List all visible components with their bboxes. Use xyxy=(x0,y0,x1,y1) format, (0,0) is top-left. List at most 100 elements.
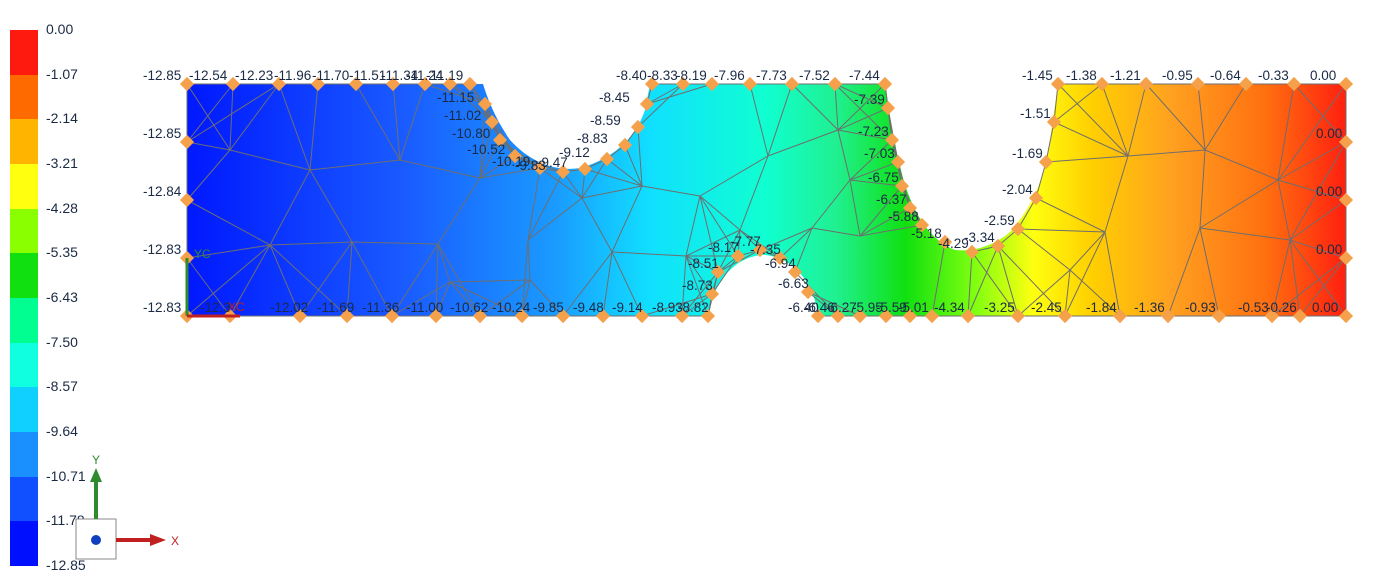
mesh-body[interactable] xyxy=(187,84,1346,316)
boundary-node[interactable] xyxy=(1338,134,1354,150)
boundary-node[interactable] xyxy=(1046,114,1062,130)
boundary-node[interactable] xyxy=(630,119,646,135)
boundary-node[interactable] xyxy=(700,308,716,324)
mesh-edge xyxy=(1017,269,1071,317)
boundary-node[interactable] xyxy=(1338,250,1354,266)
boundary-node[interactable] xyxy=(442,76,458,92)
boundary-node[interactable] xyxy=(179,192,195,208)
boundary-node[interactable] xyxy=(894,178,910,194)
boundary-node[interactable] xyxy=(742,76,758,92)
mesh-edge xyxy=(711,255,739,295)
boundary-node[interactable] xyxy=(484,114,500,130)
view-triad[interactable]: Y X xyxy=(75,453,179,560)
boundary-node[interactable] xyxy=(348,76,364,92)
boundary-node[interactable] xyxy=(852,308,868,324)
boundary-node[interactable] xyxy=(827,76,843,92)
boundary-node[interactable] xyxy=(271,76,287,92)
boundary-node[interactable] xyxy=(555,164,571,180)
boundary-node[interactable] xyxy=(492,132,508,148)
boundary-node[interactable] xyxy=(1057,308,1073,324)
boundary-node[interactable] xyxy=(1338,308,1354,324)
boundary-node[interactable] xyxy=(914,217,930,233)
boundary-node[interactable] xyxy=(878,308,894,324)
boundary-node[interactable] xyxy=(1190,76,1206,92)
boundary-node[interactable] xyxy=(675,76,691,92)
legend-label: 0.00 xyxy=(46,21,74,37)
boundary-node[interactable] xyxy=(1338,76,1354,92)
boundary-node[interactable] xyxy=(704,76,720,92)
boundary-node[interactable] xyxy=(617,137,633,153)
boundary-node[interactable] xyxy=(644,76,660,92)
boundary-node[interactable] xyxy=(924,308,940,324)
boundary-node[interactable] xyxy=(595,308,611,324)
boundary-node[interactable] xyxy=(339,308,355,324)
boundary-node[interactable] xyxy=(880,100,896,116)
boundary-node[interactable] xyxy=(890,154,906,170)
boundary-node[interactable] xyxy=(507,148,523,164)
mesh-edge xyxy=(299,241,353,317)
boundary-node[interactable] xyxy=(384,308,400,324)
boundary-node[interactable] xyxy=(1264,308,1280,324)
boundary-node[interactable] xyxy=(710,264,726,280)
boundary-node[interactable] xyxy=(1112,308,1128,324)
boundary-node[interactable] xyxy=(964,244,980,260)
mesh-edge xyxy=(699,195,741,231)
boundary-node[interactable] xyxy=(730,248,746,264)
boundary-node[interactable] xyxy=(1038,154,1054,170)
boundary-node[interactable] xyxy=(462,76,478,92)
boundary-node[interactable] xyxy=(1211,308,1227,324)
boundary-node[interactable] xyxy=(1050,76,1066,92)
boundary-node[interactable] xyxy=(1286,76,1302,92)
boundary-node[interactable] xyxy=(514,308,530,324)
boundary-node[interactable] xyxy=(1138,76,1154,92)
boundary-node[interactable] xyxy=(800,284,816,300)
boundary-node[interactable] xyxy=(1292,308,1308,324)
boundary-node[interactable] xyxy=(1010,221,1026,237)
boundary-node[interactable] xyxy=(1094,76,1110,92)
boundary-node[interactable] xyxy=(902,308,918,324)
boundary-node[interactable] xyxy=(472,308,488,324)
boundary-node[interactable] xyxy=(674,308,690,324)
boundary-node[interactable] xyxy=(704,286,720,302)
boundary-node[interactable] xyxy=(787,264,803,280)
boundary-node[interactable] xyxy=(532,160,548,176)
node-value-label: -8.45 xyxy=(599,90,630,105)
mesh-edge xyxy=(681,293,713,317)
boundary-node[interactable] xyxy=(784,76,800,92)
boundary-node[interactable] xyxy=(428,308,444,324)
boundary-node[interactable] xyxy=(902,200,918,216)
boundary-node[interactable] xyxy=(752,242,768,258)
boundary-node[interactable] xyxy=(639,96,655,112)
boundary-node[interactable] xyxy=(830,308,846,324)
node-value-label: -5.88 xyxy=(888,209,919,224)
boundary-node[interactable] xyxy=(417,76,433,92)
boundary-node[interactable] xyxy=(385,76,401,92)
boundary-node[interactable] xyxy=(884,132,900,148)
mesh-edge xyxy=(435,243,439,317)
boundary-node[interactable] xyxy=(179,134,195,150)
boundary-node[interactable] xyxy=(1338,192,1354,208)
boundary-node[interactable] xyxy=(577,161,593,177)
boundary-node[interactable] xyxy=(310,76,326,92)
mesh-edge xyxy=(967,245,999,317)
node-value-label: -9.48 xyxy=(573,300,604,315)
boundary-node[interactable] xyxy=(1238,76,1254,92)
boundary-node[interactable] xyxy=(599,151,615,167)
boundary-node[interactable] xyxy=(937,234,953,250)
mesh-edge xyxy=(1289,239,1347,259)
boundary-node[interactable] xyxy=(810,308,826,324)
boundary-node[interactable] xyxy=(960,308,976,324)
boundary-node[interactable] xyxy=(1028,190,1044,206)
node-value-label: -6.46 xyxy=(804,300,835,315)
boundary-node[interactable] xyxy=(990,238,1006,254)
boundary-node[interactable] xyxy=(1010,308,1026,324)
boundary-node[interactable] xyxy=(555,308,571,324)
boundary-node[interactable] xyxy=(634,308,650,324)
boundary-node[interactable] xyxy=(772,250,788,266)
boundary-node[interactable] xyxy=(877,76,893,92)
boundary-node[interactable] xyxy=(477,96,493,112)
mesh-edge xyxy=(581,185,643,199)
boundary-node[interactable] xyxy=(292,308,308,324)
boundary-node[interactable] xyxy=(1160,308,1176,324)
